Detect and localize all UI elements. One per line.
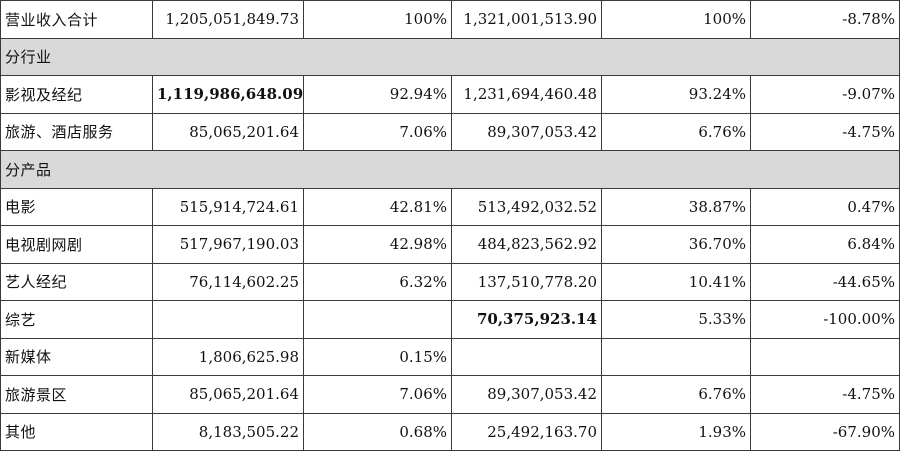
current-share-cell [303, 300, 452, 339]
prior-share-cell: 100% [601, 0, 751, 39]
current-amount-cell [152, 300, 304, 339]
prior-amount-cell: 25,492,163.70 [451, 412, 602, 451]
current-share-cell: 7.06% [303, 112, 452, 151]
prior-share-cell: 10.41% [601, 262, 751, 301]
current-share-cell: 92.94% [303, 75, 452, 114]
change-cell: -9.07% [750, 75, 900, 114]
row-label: 旅游、酒店服务 [0, 112, 153, 151]
current-amount-cell: 76,114,602.25 [152, 262, 304, 301]
table-row: 电影 515,914,724.61 42.81% 513,492,032.52 … [0, 187, 900, 226]
change-cell: 0.47% [750, 187, 900, 226]
section-header-by-product: 分产品 [0, 150, 900, 189]
change-cell: -4.75% [750, 112, 900, 151]
prior-amount-cell: 484,823,562.92 [451, 225, 602, 264]
prior-share-cell: 5.33% [601, 300, 751, 339]
prior-amount-cell: 1,321,001,513.90 [451, 0, 602, 39]
prior-share-cell: 6.76% [601, 375, 751, 414]
change-cell: -67.90% [750, 412, 900, 451]
prior-share-cell: 6.76% [601, 112, 751, 151]
section-label: 分行业 [0, 37, 900, 76]
table-row: 综艺 70,375,923.14 5.33% -100.00% [0, 300, 900, 339]
row-label: 综艺 [0, 300, 153, 339]
table-row: 旅游、酒店服务 85,065,201.64 7.06% 89,307,053.4… [0, 112, 900, 151]
prior-amount-cell [451, 337, 602, 376]
table-row-total: 营业收入合计 1,205,051,849.73 100% 1,321,001,5… [0, 0, 900, 39]
row-label: 新媒体 [0, 337, 153, 376]
change-cell: 6.84% [750, 225, 900, 264]
current-amount-cell: 1,806,625.98 [152, 337, 304, 376]
current-share-cell: 42.98% [303, 225, 452, 264]
current-amount-cell: 1,119,986,648.09 [152, 75, 304, 114]
current-amount-cell: 85,065,201.64 [152, 112, 304, 151]
current-amount-cell: 8,183,505.22 [152, 412, 304, 451]
prior-amount-cell: 513,492,032.52 [451, 187, 602, 226]
row-label: 旅游景区 [0, 375, 153, 414]
current-amount-cell: 515,914,724.61 [152, 187, 304, 226]
prior-share-cell [601, 337, 751, 376]
row-label: 艺人经纪 [0, 262, 153, 301]
current-share-cell: 0.68% [303, 412, 452, 451]
table-row: 其他 8,183,505.22 0.68% 25,492,163.70 1.93… [0, 412, 900, 451]
change-cell [750, 337, 900, 376]
row-label: 电影 [0, 187, 153, 226]
section-header-by-industry: 分行业 [0, 37, 900, 76]
current-amount-cell: 85,065,201.64 [152, 375, 304, 414]
row-label: 其他 [0, 412, 153, 451]
prior-amount-cell: 70,375,923.14 [451, 300, 602, 339]
table-row: 旅游景区 85,065,201.64 7.06% 89,307,053.42 6… [0, 375, 900, 414]
table-row: 电视剧网剧 517,967,190.03 42.98% 484,823,562.… [0, 225, 900, 264]
change-cell: -4.75% [750, 375, 900, 414]
current-amount-cell: 1,205,051,849.73 [152, 0, 304, 39]
current-share-cell: 100% [303, 0, 452, 39]
current-share-cell: 42.81% [303, 187, 452, 226]
row-label: 电视剧网剧 [0, 225, 153, 264]
current-share-cell: 0.15% [303, 337, 452, 376]
prior-amount-cell: 89,307,053.42 [451, 112, 602, 151]
prior-amount-cell: 1,231,694,460.48 [451, 75, 602, 114]
row-label: 营业收入合计 [0, 0, 153, 39]
row-label: 影视及经纪 [0, 75, 153, 114]
prior-amount-cell: 89,307,053.42 [451, 375, 602, 414]
section-label: 分产品 [0, 150, 900, 189]
prior-share-cell: 93.24% [601, 75, 751, 114]
current-share-cell: 7.06% [303, 375, 452, 414]
prior-share-cell: 1.93% [601, 412, 751, 451]
table-row: 新媒体 1,806,625.98 0.15% [0, 337, 900, 376]
prior-share-cell: 36.70% [601, 225, 751, 264]
table-row: 影视及经纪 1,119,986,648.09 92.94% 1,231,694,… [0, 75, 900, 114]
change-cell: -44.65% [750, 262, 900, 301]
prior-amount-cell: 137,510,778.20 [451, 262, 602, 301]
current-share-cell: 6.32% [303, 262, 452, 301]
change-cell: -100.00% [750, 300, 900, 339]
current-amount-cell: 517,967,190.03 [152, 225, 304, 264]
table-row: 艺人经纪 76,114,602.25 6.32% 137,510,778.20 … [0, 262, 900, 301]
change-cell: -8.78% [750, 0, 900, 39]
prior-share-cell: 38.87% [601, 187, 751, 226]
